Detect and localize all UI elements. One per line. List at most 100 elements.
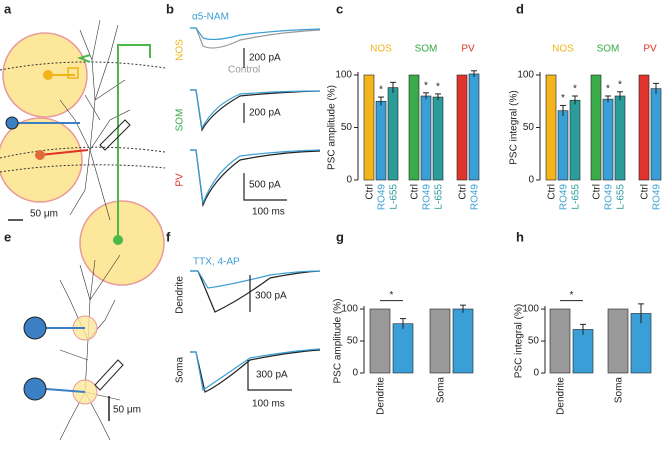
category-label: Ctrl bbox=[458, 184, 469, 200]
significance-star: * bbox=[573, 84, 577, 95]
bar bbox=[569, 99, 581, 181]
bar bbox=[549, 308, 571, 374]
significance-star: * bbox=[618, 79, 622, 90]
y-tick-label: 0 bbox=[528, 175, 534, 186]
bar bbox=[408, 74, 420, 181]
bar bbox=[614, 95, 626, 181]
y-tick-label: 50 bbox=[523, 122, 535, 133]
category-label: RO49 bbox=[470, 184, 481, 211]
bar bbox=[557, 110, 569, 181]
bar bbox=[392, 323, 414, 374]
significance-star: * bbox=[436, 82, 440, 93]
group-label: NOS bbox=[370, 44, 392, 55]
category-label: RO49 bbox=[377, 184, 388, 211]
bar bbox=[387, 87, 399, 181]
y-tick-label: 0 bbox=[346, 175, 352, 186]
y-tick-label: 0 bbox=[533, 368, 539, 379]
panel-label: e bbox=[4, 229, 11, 244]
scale-bar-label: 100 ms bbox=[252, 399, 285, 410]
y-axis-label: PSC integral (%) bbox=[514, 304, 525, 378]
category-label: Ctrl bbox=[410, 184, 421, 200]
y-tick-label: 100 bbox=[522, 304, 539, 315]
category-label: RO49 bbox=[604, 184, 615, 211]
category-label: RO49 bbox=[652, 184, 663, 211]
group-label: Soma bbox=[436, 377, 447, 404]
legend-label: α5-NAM bbox=[192, 12, 229, 23]
scale-bar-label: 50 μm bbox=[113, 405, 141, 416]
bar bbox=[375, 100, 387, 181]
group-label: NOS bbox=[552, 44, 574, 55]
scale-bar-label: 500 pA bbox=[249, 180, 281, 191]
panel-label: a bbox=[4, 1, 12, 16]
significance-star: * bbox=[561, 93, 565, 104]
panel-e-illustration: 50 μm bbox=[23, 254, 141, 441]
group-label: Dendrite bbox=[556, 377, 567, 415]
group-label: SOM bbox=[597, 44, 620, 55]
panel-label: b bbox=[166, 1, 174, 16]
bar bbox=[650, 88, 662, 181]
bar bbox=[468, 73, 480, 181]
panel-label: f bbox=[166, 229, 171, 244]
bar bbox=[452, 308, 474, 374]
category-label: Ctrl bbox=[640, 184, 651, 200]
category-label: L-655 bbox=[616, 184, 627, 210]
bar bbox=[432, 96, 444, 181]
y-tick-label: 100 bbox=[341, 304, 358, 315]
panel-label: h bbox=[516, 229, 524, 244]
row-label: SOM bbox=[175, 109, 186, 132]
bar bbox=[369, 308, 391, 374]
bar bbox=[456, 74, 468, 181]
significance-star: * bbox=[379, 85, 383, 96]
significance-star: * bbox=[424, 80, 428, 91]
bar bbox=[420, 95, 432, 181]
bar bbox=[363, 74, 375, 181]
group-label: SOM bbox=[415, 44, 438, 55]
scale-bar-label: 200 pA bbox=[249, 53, 281, 64]
category-label: L-655 bbox=[571, 184, 582, 210]
significance-star: * bbox=[390, 290, 394, 301]
panel-label: d bbox=[516, 1, 524, 16]
scale-bar-label: 50 μm bbox=[30, 209, 58, 220]
scale-bar-label: 100 ms bbox=[252, 207, 285, 218]
y-tick-label: 50 bbox=[528, 336, 540, 347]
y-tick-label: 100 bbox=[517, 70, 534, 81]
scale-bar-label: 300 pA bbox=[255, 291, 287, 302]
significance-star: * bbox=[606, 84, 610, 95]
row-label: Soma bbox=[175, 357, 186, 384]
y-tick-label: 50 bbox=[347, 336, 359, 347]
category-label: RO49 bbox=[559, 184, 570, 211]
y-axis-label: PSC amplitude (%) bbox=[333, 298, 344, 383]
y-axis-label: PSC amplitude (%) bbox=[327, 85, 338, 170]
group-label: Dendrite bbox=[376, 377, 387, 415]
panel-b-traces: α5-NAM Control NOS SOM PV 200 pA 200 pA … bbox=[175, 12, 321, 218]
group-label: Soma bbox=[614, 377, 625, 404]
bar bbox=[429, 308, 451, 374]
panel-label: c bbox=[336, 1, 343, 16]
bar bbox=[545, 74, 557, 181]
group-label: PV bbox=[643, 44, 657, 55]
category-label: Ctrl bbox=[592, 184, 603, 200]
y-tick-label: 0 bbox=[352, 368, 358, 379]
bar bbox=[602, 98, 614, 181]
group-label: PV bbox=[461, 44, 475, 55]
panel-label: g bbox=[336, 229, 344, 244]
legend-label: Control bbox=[228, 65, 260, 76]
scale-bar-label: 300 pA bbox=[256, 370, 288, 381]
row-label: Dendrite bbox=[175, 276, 186, 314]
row-label: PV bbox=[175, 173, 186, 187]
y-axis-label: PSC integral (%) bbox=[509, 90, 520, 164]
y-tick-label: 50 bbox=[341, 122, 353, 133]
bar bbox=[590, 74, 602, 181]
bar bbox=[638, 74, 650, 181]
panel-a-illustration: 50 μm bbox=[0, 19, 166, 286]
row-label: NOS bbox=[175, 39, 186, 61]
panel-f-traces: TTX, 4-AP Dendrite Soma 300 pA 300 pA 10… bbox=[175, 257, 321, 410]
category-label: L-655 bbox=[434, 184, 445, 210]
category-label: Ctrl bbox=[365, 184, 376, 200]
bar bbox=[607, 308, 629, 374]
significance-star: * bbox=[570, 290, 574, 301]
category-label: RO49 bbox=[422, 184, 433, 211]
legend-label: TTX, 4-AP bbox=[193, 257, 240, 268]
bar bbox=[572, 329, 594, 374]
